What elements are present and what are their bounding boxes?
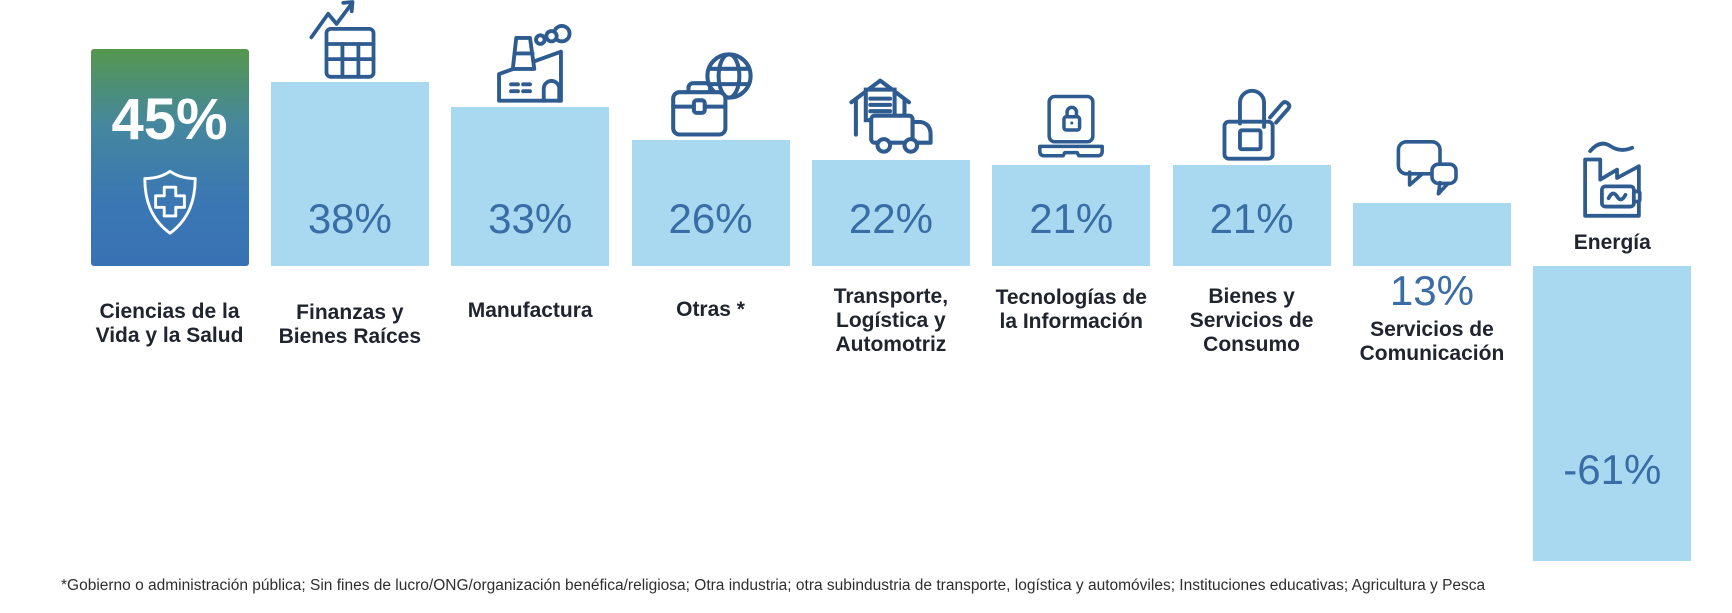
factory-battery-icon [1570,136,1654,220]
shield-cross-icon [134,167,206,239]
sector-label: Finanzas y Bienes Raíces [278,301,422,348]
factory-icon [487,19,573,105]
sector-label: Ciencias de la Vida y la Salud [95,300,244,347]
warehouse-truck-icon [846,68,936,158]
briefcase-globe-icon [666,49,756,139]
sector-column: -61% Energía [1502,0,1722,613]
sector-bar [1352,203,1511,266]
sector-bar: -61% [1533,266,1692,561]
sector-column: 33% Manufactura [420,0,640,613]
sector-bar: 21% [992,164,1151,266]
percent-value: 38% [307,194,392,242]
sector-column: 22% Transporte, Logística y Automotriz [781,0,1001,613]
table-growth-icon [308,0,392,81]
percent-value: -61% [1563,445,1662,493]
shopping-bag-icon [1209,77,1295,163]
sector-label: Manufactura [467,299,593,322]
sector-column: 38% Finanzas y Bienes Raíces [240,0,460,613]
sector-column: 26% Otras * [601,0,821,613]
sector-label: Servicios de Comunicación [1359,318,1505,365]
sector-bar: 38% [270,82,429,266]
percent-value: 13% [1389,267,1474,314]
percent-value: 21% [1029,194,1114,242]
sector-label: Transporte, Logística y Automotriz [833,285,949,356]
laptop-lock-icon [1032,84,1110,162]
sector-label: Otras * [676,298,745,321]
sector-bar: 26% [631,140,790,266]
percent-value: 21% [1209,194,1294,242]
percent-value: 22% [848,194,933,242]
sector-bar: 22% [811,159,970,266]
sector-label: Energía [1573,231,1651,254]
percent-value: 26% [668,194,753,242]
sector-column: 45% Ciencias de la Vida y la Salud [60,0,280,613]
speech-bubbles-icon [1392,121,1472,201]
percent-value: 33% [488,194,573,242]
sector-bar: 45% [90,48,249,266]
sector-column: 21% Bienes y Servicios de Consumo [1142,0,1362,613]
sector-column: Servicios de Comunicación 13% [1322,0,1542,613]
sector-bar: 33% [451,106,610,266]
sector-label: Bienes y Servicios de Consumo [1189,285,1314,356]
percent-value: 45% [111,86,228,152]
sector-column: 21% Tecnologías de la Información [961,0,1181,613]
sector-bar: 21% [1172,164,1331,266]
footnote: *Gobierno o administración pública; Sin … [61,577,1486,594]
sector-label: Tecnologías de la Información [995,286,1147,333]
